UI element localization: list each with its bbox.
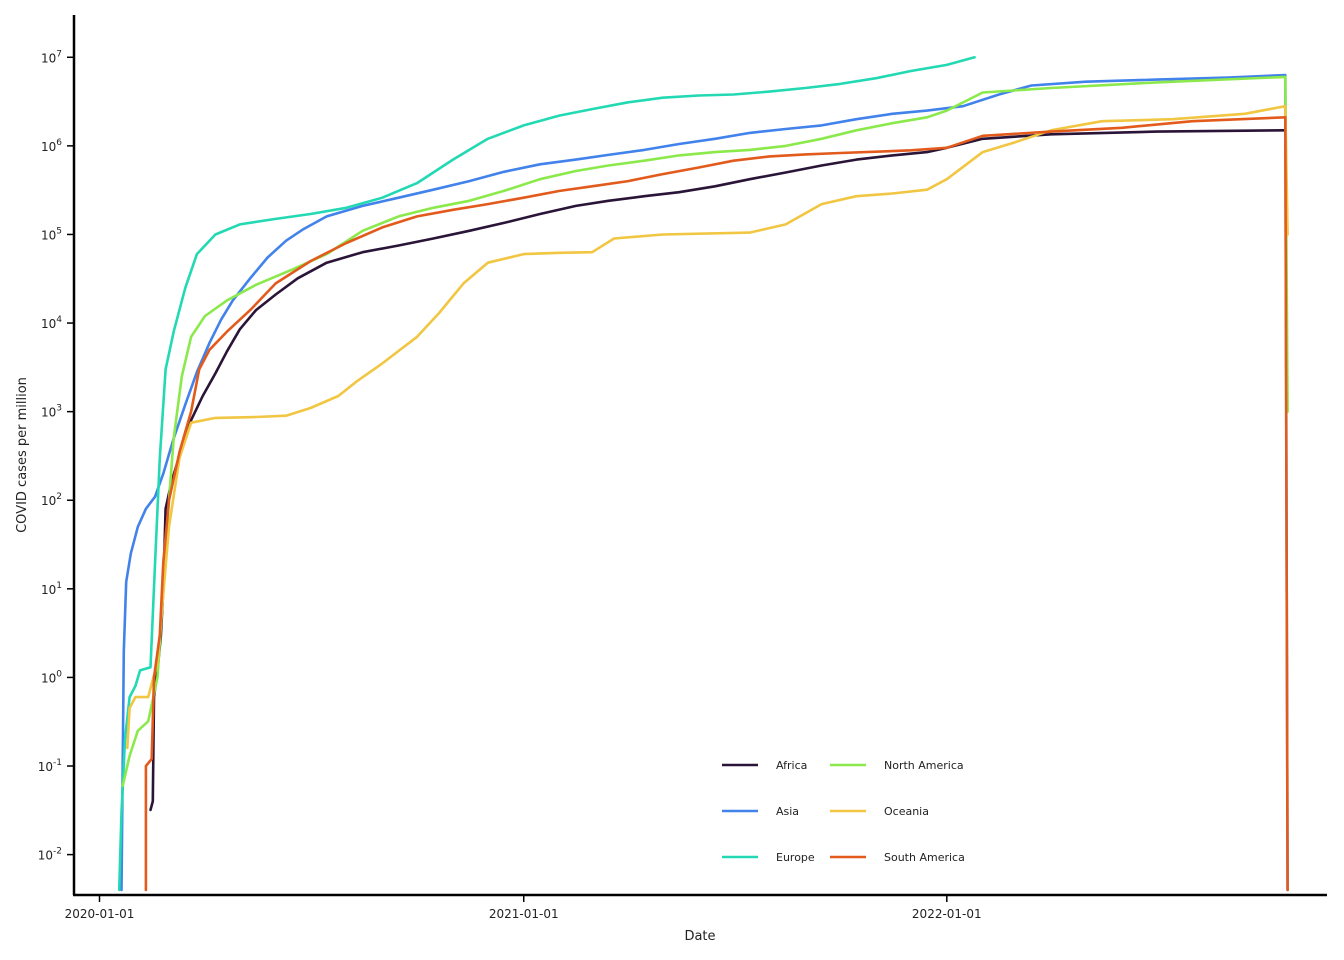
y-axis-title: COVID cases per million [15, 377, 30, 533]
series-line-oceania [126, 104, 1289, 750]
y-tick-label: 102 [41, 492, 62, 508]
y-tick-label: 105 [41, 226, 62, 242]
y-tick-label: 101 [41, 581, 62, 597]
y-tick-label: 103 [41, 404, 62, 420]
y-tick-label: 107 [41, 49, 62, 65]
legend-label: Europe [776, 851, 815, 864]
y-tick-label: 104 [41, 315, 62, 331]
legend-label: Oceania [884, 805, 929, 818]
x-ticks: 2020-01-01 2021-01-01 2022-01-01 [65, 895, 982, 921]
y-tick-label: 106 [41, 138, 62, 154]
y-tick-label: 100 [41, 669, 62, 685]
series-line-north-america [121, 75, 1289, 787]
x-tick-label: 2021-01-01 [489, 907, 559, 921]
series-line-asia [120, 73, 1289, 892]
legend-label: South America [884, 851, 965, 864]
legend-label: Asia [776, 805, 799, 818]
x-tick-label: 2020-01-01 [65, 907, 135, 921]
y-tick-label: 10-2 [38, 847, 62, 863]
y-tick-label: 10-1 [38, 758, 62, 774]
plot-area [117, 56, 1289, 892]
axes [72, 15, 1327, 897]
y-ticks: 10-2 10-1 100 101 102 103 104 105 106 107 [38, 49, 74, 863]
legend-label: Africa [776, 759, 807, 772]
x-tick-label: 2022-01-01 [912, 907, 982, 921]
series-line-europe [117, 56, 976, 892]
legend: Africa Asia Europe North America Oceania Sout… [722, 759, 965, 864]
series-line-south-america [144, 116, 1289, 892]
x-axis-title: Date [684, 929, 715, 944]
legend-label: North America [884, 759, 964, 772]
